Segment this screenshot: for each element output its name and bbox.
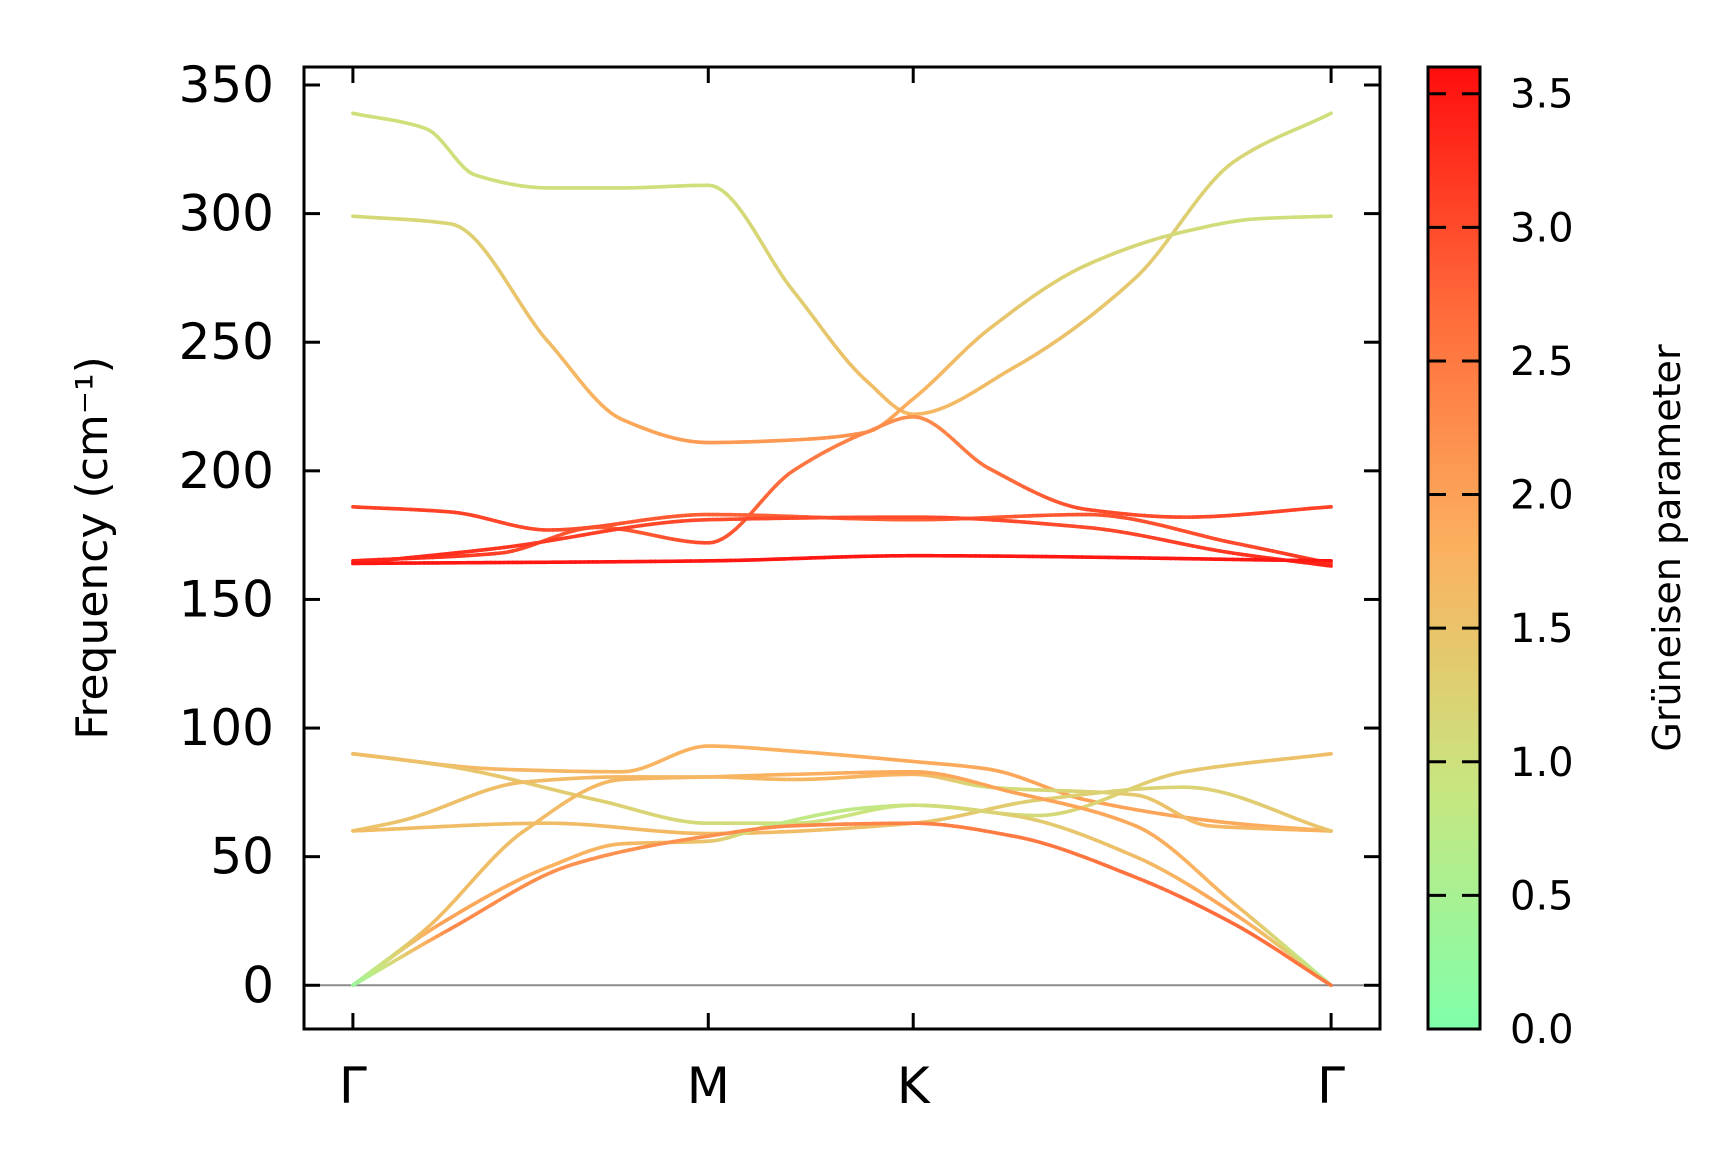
plot-frame	[302, 65, 1382, 1031]
colorbar: 0.0 0.5 1.0 1.5 2.0 2.5 3.0 3.5 Grüneisen param…	[1426, 65, 1689, 1053]
x-tick-label: Γ	[1317, 1057, 1345, 1115]
band-segment	[1324, 751, 1333, 757]
colorbar-tick-label: 3.0	[1510, 205, 1574, 251]
colorbar-tick-label: 2.5	[1510, 339, 1574, 385]
colorbar-tick-label: 0.5	[1510, 873, 1574, 919]
y-axis-ticks: 0 50 100 150 200 250 300 350	[179, 56, 1380, 1014]
x-tick-label: M	[687, 1057, 730, 1115]
band-10	[351, 769, 1333, 988]
band-lines	[304, 111, 1380, 988]
y-tick-label: 150	[179, 570, 274, 628]
band-segment	[1324, 111, 1333, 118]
colorbar-tick-label: 3.5	[1510, 72, 1574, 118]
y-tick-label: 50	[210, 828, 274, 886]
band-5	[351, 553, 1333, 566]
band-segment	[1324, 827, 1333, 833]
y-tick-label: 100	[179, 699, 274, 757]
y-tick-label: 350	[179, 56, 274, 114]
y-axis-label: Frequency (cm⁻¹)	[67, 356, 118, 740]
band-segment	[1324, 980, 1333, 988]
colorbar-tick-label: 1.0	[1510, 740, 1574, 786]
band-segment	[1324, 563, 1333, 568]
band-11	[351, 803, 1333, 988]
band-segment	[1324, 560, 1333, 566]
band-2	[351, 415, 1333, 563]
y-tick-label: 200	[179, 442, 274, 500]
y-tick-label: 0	[242, 956, 274, 1014]
y-tick-label: 300	[179, 185, 274, 243]
colorbar-tick-label: 1.5	[1510, 606, 1574, 652]
colorbar-label: Grüneisen parameter	[1645, 344, 1689, 752]
band-1	[351, 214, 1333, 445]
x-tick-label: Γ	[339, 1057, 367, 1115]
colorbar-ticks: 0.0 0.5 1.0 1.5 2.0 2.5 3.0 3.5	[1428, 72, 1574, 1053]
x-tick-label: K	[897, 1057, 931, 1115]
band-0	[351, 111, 1333, 417]
y-tick-label: 250	[179, 313, 274, 371]
colorbar-tick-label: 2.0	[1510, 473, 1574, 519]
colorbar-tick-label: 0.0	[1510, 1007, 1574, 1053]
band-12	[351, 821, 1333, 988]
band-4	[351, 515, 1333, 568]
colorbar-gradient	[1426, 65, 1482, 1031]
